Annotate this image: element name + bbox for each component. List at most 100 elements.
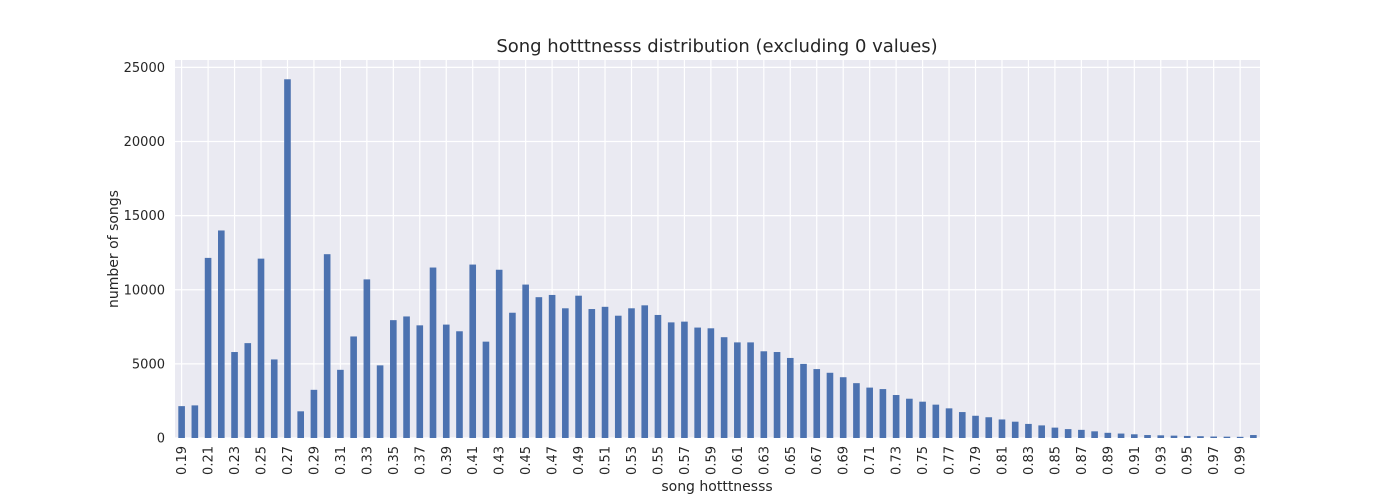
x-tick-label: 0.55	[651, 446, 666, 475]
bar	[562, 308, 569, 438]
x-tick-label: 0.59	[704, 446, 719, 475]
bar	[747, 342, 754, 438]
bar	[734, 342, 741, 438]
bar	[681, 321, 688, 438]
bar	[1197, 436, 1204, 438]
bar	[1144, 435, 1151, 438]
x-tick-label: 0.49	[572, 446, 587, 475]
x-tick-label: 0.33	[360, 446, 375, 475]
bar	[1223, 436, 1231, 438]
y-axis-label: number of songs	[106, 190, 122, 308]
bar	[1051, 427, 1059, 438]
x-tick-label: 0.53	[625, 446, 640, 475]
y-tick-label: 25000	[124, 61, 165, 76]
bar	[1011, 421, 1019, 438]
bar	[390, 320, 397, 438]
bar	[218, 230, 225, 438]
bar	[601, 306, 609, 438]
x-tick-label: 0.67	[810, 446, 825, 475]
bar	[786, 357, 794, 438]
bar	[998, 419, 1006, 438]
bar	[191, 405, 199, 438]
x-tick-label: 0.31	[334, 446, 349, 475]
bar	[548, 294, 556, 438]
bar	[1250, 435, 1257, 438]
bar	[1117, 433, 1125, 438]
bar	[337, 369, 344, 438]
x-axis-label: song hotttnesss	[661, 479, 772, 495]
bar	[350, 336, 357, 438]
bar	[614, 315, 622, 438]
bar	[866, 387, 873, 438]
bar	[1183, 435, 1191, 438]
bar	[1091, 431, 1098, 438]
x-tick-label: 0.99	[1234, 446, 1249, 475]
x-tick-label: 0.29	[307, 446, 322, 475]
bar	[231, 352, 238, 438]
bars	[178, 79, 1257, 438]
bar	[760, 351, 768, 438]
x-tick-label: 0.91	[1128, 446, 1143, 475]
bar	[654, 314, 662, 438]
x-tick-label: 0.21	[202, 446, 217, 475]
x-tick-label: 0.57	[678, 446, 693, 475]
bar	[363, 279, 371, 438]
bar	[297, 411, 305, 438]
bar	[376, 365, 384, 438]
bar	[985, 417, 993, 438]
x-tick-label: 0.39	[440, 446, 455, 475]
bar	[694, 327, 701, 438]
bar	[257, 258, 265, 438]
x-tick-label: 0.61	[731, 446, 746, 475]
x-axis-ticks: 0.19 0.21 0.23 0.25 0.27 0.29 0.31 0.33 0.35 0.37…	[175, 446, 1249, 475]
bar	[800, 363, 807, 438]
bar	[919, 401, 926, 438]
x-tick-label: 0.87	[1075, 446, 1090, 475]
bar	[1170, 435, 1178, 438]
bar	[853, 383, 860, 438]
x-tick-label: 0.73	[890, 446, 905, 475]
bar	[442, 324, 450, 438]
bar	[720, 337, 728, 438]
x-tick-label: 0.81	[995, 446, 1010, 475]
bar	[1130, 434, 1138, 438]
x-tick-label: 0.77	[943, 446, 958, 475]
bar	[945, 408, 953, 438]
bar	[270, 359, 278, 438]
x-tick-label: 0.47	[546, 446, 561, 475]
x-tick-label: 0.79	[969, 446, 984, 475]
bar	[1210, 436, 1217, 438]
bar	[522, 284, 529, 438]
bar	[495, 269, 503, 438]
y-tick-label: 0	[157, 432, 165, 447]
bar	[641, 305, 649, 438]
x-tick-label: 0.25	[255, 446, 270, 475]
bar	[892, 395, 900, 438]
bar	[323, 254, 331, 438]
x-tick-label: 0.83	[1022, 446, 1037, 475]
bar	[403, 316, 410, 438]
bar	[707, 328, 715, 438]
y-tick-label: 5000	[132, 357, 165, 372]
bar	[932, 404, 940, 438]
x-tick-label: 0.63	[757, 446, 772, 475]
bar	[773, 352, 781, 438]
x-tick-label: 0.93	[1154, 446, 1169, 475]
bar	[813, 369, 821, 438]
bar	[469, 264, 477, 438]
bar	[628, 308, 635, 438]
y-tick-label: 10000	[124, 283, 165, 298]
x-tick-label: 0.37	[413, 446, 428, 475]
chart-title: Song hotttnesss distribution (excluding …	[496, 36, 937, 57]
x-tick-label: 0.95	[1181, 446, 1196, 475]
bar	[958, 412, 966, 438]
x-tick-label: 0.75	[916, 446, 931, 475]
x-tick-label: 0.97	[1207, 446, 1222, 475]
bar	[906, 398, 913, 438]
y-tick-label: 15000	[124, 209, 165, 224]
bar	[244, 343, 252, 438]
bar	[178, 406, 185, 438]
bar	[588, 309, 596, 438]
bar	[1104, 432, 1112, 438]
